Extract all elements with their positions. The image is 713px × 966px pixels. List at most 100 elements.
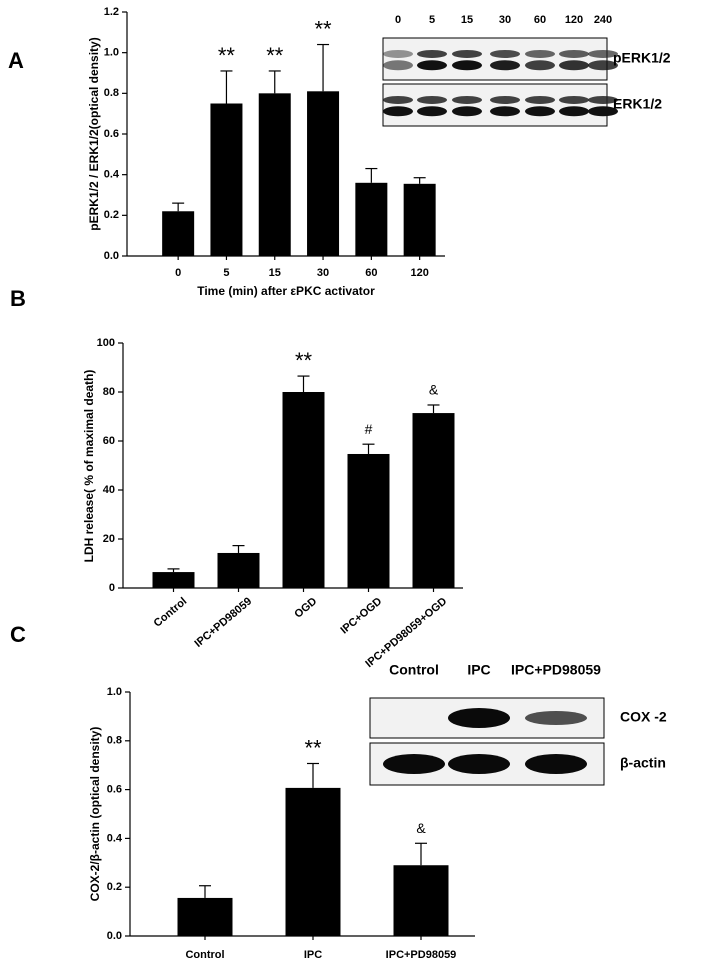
panel-label: B — [10, 286, 26, 311]
blot-band — [383, 106, 413, 117]
blot-frame — [382, 37, 608, 81]
bar — [347, 453, 390, 588]
y-tick-label: 0 — [109, 582, 115, 594]
blot-band — [559, 60, 589, 71]
bar — [152, 572, 195, 588]
y-tick-label: 100 — [97, 337, 115, 349]
x-tick-label: Control — [185, 949, 224, 961]
bar — [403, 183, 436, 256]
y-tick-label: 0.6 — [104, 128, 119, 140]
y-tick-label: 0.0 — [104, 250, 119, 262]
blot-band — [490, 95, 520, 104]
x-tick-label: 30 — [317, 267, 329, 279]
significance-mark: ** — [304, 735, 322, 760]
lane-label: Control — [389, 662, 439, 678]
y-tick-label: 80 — [103, 386, 115, 398]
lane-label: 0 — [395, 14, 401, 26]
x-tick-label: IPC+PD98059 — [386, 949, 457, 961]
blot-band — [417, 95, 447, 104]
y-tick-label: 0.6 — [107, 784, 122, 796]
blot-band — [490, 106, 520, 117]
y-tick-label: 0.2 — [107, 881, 122, 893]
x-tick-label: IPC+OGD — [338, 595, 384, 636]
y-axis-title: LDH release( % of maximal death) — [82, 370, 96, 563]
blot-row-label: COX -2 — [620, 709, 667, 725]
significance-mark: ** — [295, 348, 313, 373]
x-axis-title: Time (min) after εPKC activator — [197, 284, 375, 298]
blot-band — [383, 49, 413, 58]
x-tick-label: 60 — [365, 267, 377, 279]
lane-label: 60 — [534, 14, 546, 26]
bar — [285, 787, 341, 936]
bar — [355, 182, 388, 256]
y-tick-label: 0.2 — [104, 209, 119, 221]
blot-band — [559, 95, 589, 104]
blot-band — [452, 95, 482, 104]
x-tick-label: Control — [152, 595, 190, 629]
blot-frame — [382, 83, 608, 127]
significance-mark: ** — [218, 43, 236, 68]
blot-band — [383, 60, 413, 71]
y-tick-label: 0.8 — [104, 87, 119, 99]
y-tick-label: 0.8 — [107, 735, 122, 747]
blot-band — [559, 106, 589, 117]
blot-row-label: β-actin — [620, 755, 666, 771]
lane-label: 5 — [429, 14, 435, 26]
blot-band — [525, 106, 555, 117]
blot-band — [525, 711, 587, 725]
bar — [162, 211, 195, 256]
x-tick-label: 0 — [175, 267, 181, 279]
bar — [258, 93, 291, 256]
y-tick-label: 20 — [103, 533, 115, 545]
lane-label: 30 — [499, 14, 511, 26]
y-tick-label: 0.4 — [107, 832, 123, 844]
blot-band — [448, 708, 510, 728]
bar — [177, 897, 233, 936]
blot-row-label: ERK1/2 — [613, 96, 662, 112]
blot-band — [525, 754, 587, 774]
blot-band — [525, 49, 555, 58]
blot-band — [417, 60, 447, 71]
bar — [282, 392, 325, 588]
significance-mark: ** — [314, 16, 332, 41]
panel-label: C — [10, 622, 26, 647]
y-tick-label: 1.0 — [104, 47, 119, 59]
blot-band — [383, 95, 413, 104]
significance-mark: & — [429, 382, 439, 398]
x-tick-label: 120 — [410, 267, 428, 279]
y-axis-title: COX-2/β-actin (optical density) — [88, 727, 102, 902]
blot-band — [588, 49, 618, 58]
y-tick-label: 1.0 — [107, 686, 122, 698]
y-tick-label: 40 — [103, 484, 115, 496]
blot-band — [588, 106, 618, 117]
blot-row-label: pERK1/2 — [613, 50, 671, 66]
significance-mark: ** — [266, 43, 284, 68]
blot-band — [525, 60, 555, 71]
blot-band — [588, 60, 618, 71]
blot-band — [588, 95, 618, 104]
x-tick-label: IPC+PD98059 — [192, 595, 254, 650]
blot-band — [452, 49, 482, 58]
blot-band — [452, 106, 482, 117]
blot-band — [525, 95, 555, 104]
bar — [217, 552, 260, 588]
bar — [210, 103, 243, 256]
blot-band — [490, 49, 520, 58]
x-tick-label: 15 — [269, 267, 281, 279]
blot-band — [559, 49, 589, 58]
significance-mark: # — [365, 421, 373, 437]
x-tick-label: 5 — [223, 267, 229, 279]
blot-band — [490, 60, 520, 71]
bar — [307, 91, 340, 256]
x-tick-label: IPC — [304, 949, 322, 961]
bar — [412, 413, 455, 588]
blot-band — [417, 49, 447, 58]
panel-label: A — [8, 48, 24, 73]
blot-band — [448, 754, 510, 774]
blot-band — [417, 106, 447, 117]
y-tick-label: 60 — [103, 435, 115, 447]
y-tick-label: 0.4 — [104, 169, 120, 181]
lane-label: IPC — [467, 662, 490, 678]
y-tick-label: 1.2 — [104, 6, 119, 18]
